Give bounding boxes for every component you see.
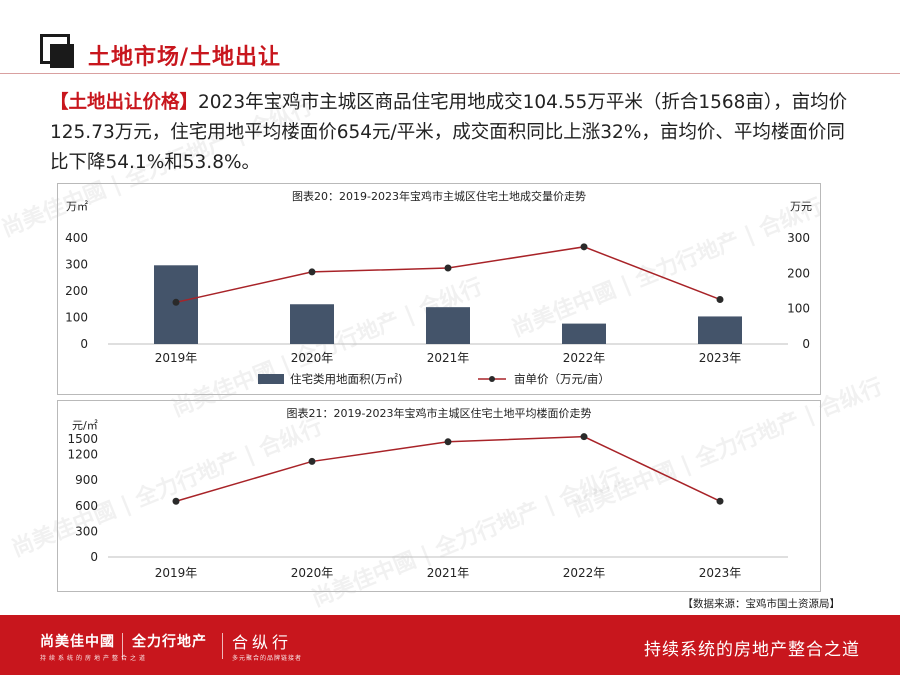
chart21-tick-label: 600 — [75, 499, 98, 513]
chart21-line — [175, 435, 721, 502]
chart20-category-label: 2019年 — [155, 351, 198, 365]
chart21-tick-label: 1500 — [67, 432, 98, 446]
chart20-legend-swatch-bar — [258, 374, 284, 384]
chart20-right-axis-unit: 万元 — [790, 200, 812, 213]
intro-tag: 【土地出让价格】 — [50, 92, 199, 113]
chart21-category-label: 2019年 — [155, 566, 198, 580]
chart20-left-tick-label: 300 — [65, 258, 88, 272]
chart20-category-label: 2021年 — [427, 351, 470, 365]
chart21-line-point — [716, 497, 724, 505]
chart20-left-tick-label: 200 — [65, 284, 88, 298]
footer-brand-quanlixing: 全力行地产 — [132, 634, 207, 650]
chart21-line-point — [580, 433, 588, 441]
chart21-line-point — [308, 457, 316, 465]
chart21-category-label: 2021年 — [427, 566, 470, 580]
footer-divider — [222, 633, 223, 659]
chart20-title: 图表20：2019-2023年宝鸡市主城区住宅土地成交量价走势 — [292, 189, 586, 203]
header-divider — [0, 73, 900, 74]
footer-bar: 尚美佳中國 持续系统的房地产整合之道 全力行地产 合纵行 多元聚合的品牌链接者 … — [0, 615, 900, 675]
chart21-tick-label: 900 — [75, 473, 98, 487]
chart21-axis-unit: 元/㎡ — [72, 419, 98, 432]
section-title: 土地市场/土地出让 — [88, 45, 282, 70]
chart21-line-point — [172, 497, 180, 505]
chart20-left-tick-label: 100 — [65, 311, 88, 325]
chart21-tick-label: 0 — [90, 550, 98, 564]
footer-brand-shangmeijia: 尚美佳中國 — [40, 634, 115, 650]
chart20-line-point — [172, 298, 180, 306]
chart20-right-tick-label: 300 — [787, 231, 810, 245]
intro-paragraph: 【土地出让价格】2023年宝鸡市主城区商品住宅用地成交104.55万平米（折合1… — [50, 88, 850, 178]
chart20-left-tick-label: 400 — [65, 231, 88, 245]
section-logo-icon — [40, 34, 74, 68]
chart20-panel: 图表20：2019-2023年宝鸡市主城区住宅土地成交量价走势万㎡ 万元 0 100 2… — [57, 183, 821, 395]
chart21-tick-label: 300 — [75, 524, 98, 538]
chart21-category-label: 2022年 — [563, 566, 606, 580]
chart21-category-label: 2023年 — [699, 566, 742, 580]
chart21-line-point — [444, 438, 452, 446]
chart20-bar — [562, 323, 606, 344]
chart20-category-label: 2023年 — [699, 351, 742, 365]
chart20-bar — [698, 316, 742, 344]
chart20-right-tick-label: 100 — [787, 302, 810, 316]
chart21-panel: 图表21：2019-2023年宝鸡市主城区住宅土地平均楼面价走势元/㎡ 0 300 6… — [57, 400, 821, 592]
chart20-left-axis-unit: 万㎡ — [66, 200, 88, 213]
footer-divider — [122, 633, 123, 659]
chart21-title: 图表21：2019-2023年宝鸡市主城区住宅土地平均楼面价走势 — [287, 406, 592, 420]
chart20-left-tick-label: 0 — [80, 337, 88, 351]
chart20-right-tick-label: 200 — [787, 266, 810, 280]
intro-text: 2023年宝鸡市主城区商品住宅用地成交104.55万平米（折合1568亩），亩均… — [50, 92, 848, 173]
chart20-right-tick-label: 0 — [802, 337, 810, 351]
chart21-category-label: 2020年 — [291, 566, 334, 580]
chart20-category-label: 2022年 — [563, 351, 606, 365]
chart20-line-point — [308, 268, 316, 276]
chart20-legend-label-bar: 住宅类用地面积(万㎡) — [290, 372, 402, 386]
chart20-line-point — [580, 243, 588, 251]
footer-brand-shangmeijia-tagline: 持续系统的房地产整合之道 — [40, 655, 149, 662]
chart20-category-label: 2020年 — [291, 351, 334, 365]
chart20-line-point — [716, 295, 724, 303]
chart21-tick-label: 1200 — [67, 448, 98, 462]
chart20-bar — [426, 307, 470, 344]
chart20-bar — [290, 304, 334, 344]
chart20-line — [175, 246, 721, 304]
chart20-line-point — [444, 264, 452, 272]
chart20-legend-label-line: 亩单价（万元/亩） — [514, 372, 610, 386]
footer-slogan: 持续系统的房地产整合之道 — [644, 640, 860, 660]
chart20-legend-swatch-line-point — [489, 376, 495, 382]
data-source-note: 【数据来源：宝鸡市国土资源局】 — [682, 598, 841, 610]
footer-brand-hezongxing-tagline: 多元聚合的品牌链接者 — [232, 655, 303, 662]
footer-brand-hezongxing: 合纵行 — [232, 633, 293, 652]
